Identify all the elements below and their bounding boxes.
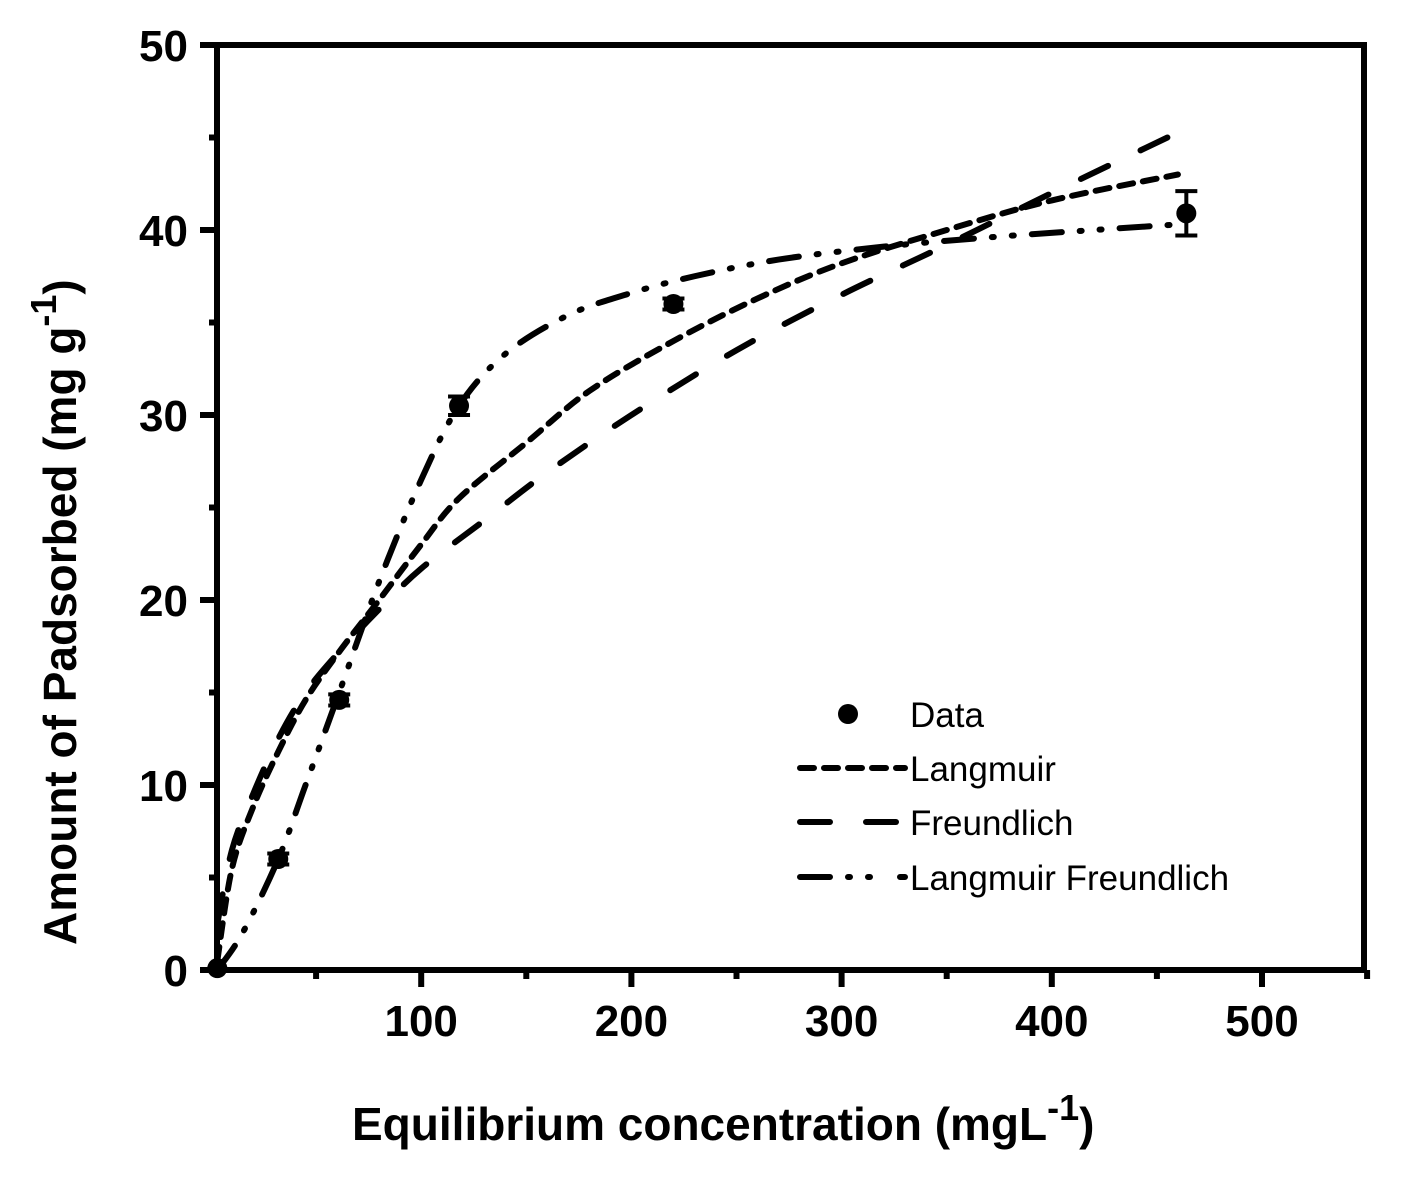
langmuir-fit-curve	[214, 171, 1181, 964]
x-tick-label: 100	[384, 997, 457, 1046]
data-point-marker	[663, 294, 684, 314]
y-axis-title-sup: -1	[23, 295, 64, 327]
x-tick-label: 400	[1015, 997, 1088, 1046]
x-axis-title: Equilibrium concentration (mgL-1)	[352, 1087, 1094, 1150]
y-tick-label: 0	[164, 947, 188, 996]
y-axis-ticks: 0 10 20 30 40 50	[139, 22, 217, 996]
legend: Data Langmuir Freundlich Langmuir Freund…	[797, 696, 1229, 898]
y-tick-label: 50	[139, 22, 188, 71]
langmuir-freundlich-fit-curve	[214, 221, 1181, 973]
legend-label-freundlich: Freundlich	[910, 804, 1073, 843]
fit-curves	[214, 134, 1181, 973]
y-tick-label: 20	[139, 577, 188, 626]
data-point-marker	[329, 689, 350, 710]
y-tick-label: 30	[139, 392, 188, 441]
x-axis-ticks: 100 200 300 400 500	[313, 970, 1371, 1046]
data-point-marker	[268, 849, 289, 869]
freundlich-fit-curve	[214, 134, 1171, 927]
x-axis-title-close: )	[1079, 1098, 1094, 1150]
y-tick-label: 40	[139, 207, 188, 256]
x-axis-title-main: Equilibrium concentration (mgL	[352, 1098, 1047, 1150]
x-tick-label: 500	[1225, 997, 1298, 1046]
x-tick-label: 300	[805, 997, 878, 1046]
legend-data-marker-icon	[838, 704, 858, 724]
y-tick-label: 10	[139, 762, 188, 811]
legend-label-data: Data	[910, 696, 984, 735]
y-axis-title-main: Amount of Padsorbed (mg g	[34, 327, 86, 945]
legend-label-langmuir: Langmuir	[910, 750, 1056, 789]
svg-text:Equilibrium concentration (mgL: Equilibrium concentration (mgL-1)	[352, 1087, 1094, 1150]
x-tick-label: 200	[595, 997, 668, 1046]
data-point-marker	[449, 395, 470, 416]
y-axis-title-close: )	[34, 279, 86, 294]
data-points	[207, 189, 1198, 979]
y-axis-title: Amount of Padsorbed (mg g-1)	[23, 279, 86, 945]
plot-frame	[214, 42, 1367, 973]
legend-label-langmuir-freundlich: Langmuir Freundlich	[910, 859, 1229, 898]
data-point-marker	[1176, 203, 1197, 224]
svg-text:Amount of Padsorbed (mg g-1): Amount of Padsorbed (mg g-1)	[23, 279, 86, 945]
data-point-marker	[207, 958, 228, 979]
x-axis-title-sup: -1	[1047, 1087, 1079, 1128]
